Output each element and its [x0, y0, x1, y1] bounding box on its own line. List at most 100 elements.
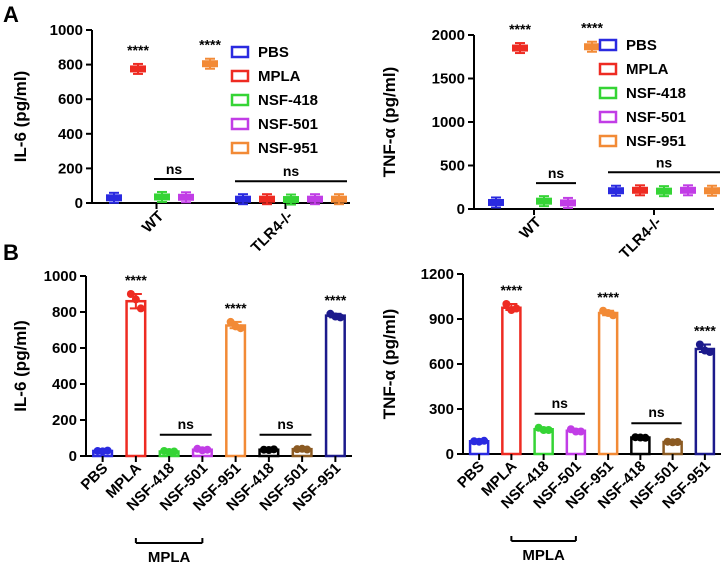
y-tick-label: 600 — [52, 340, 77, 357]
y-tick-label: 600 — [58, 91, 83, 108]
y-tick-label: 400 — [52, 376, 77, 393]
significance-stars: **** — [694, 323, 716, 339]
data-point — [203, 445, 212, 454]
data-point-pbs — [106, 194, 122, 202]
significance-stars: **** — [581, 20, 603, 36]
data-point-mpla — [259, 195, 275, 203]
y-axis-label: TNF-α (pg/ml) — [380, 309, 399, 420]
significance-stars: **** — [225, 300, 247, 316]
data-point-pbs — [488, 198, 504, 206]
data-point — [705, 348, 714, 356]
data-point — [673, 438, 682, 446]
data-point — [103, 446, 112, 455]
data-point — [170, 447, 179, 456]
data-point-pbs — [235, 195, 251, 203]
data-point — [131, 295, 140, 304]
significance-stars: **** — [125, 272, 147, 288]
y-axis-label: TNF-α (pg/ml) — [380, 67, 399, 178]
chart-a1-il6-wt-tlr4: 0 200 400 600 800 1000 IL-6 (pg/ml) WT TLR4-/- **… — [11, 22, 350, 256]
legend-swatch — [230, 141, 250, 155]
y-tick-label: 1200 — [421, 266, 454, 283]
y-tick-label: 300 — [429, 401, 454, 418]
data-point — [236, 324, 245, 333]
data-point — [269, 445, 278, 454]
significance-ns: ns — [178, 416, 195, 432]
data-point — [576, 427, 585, 436]
legend-swatch — [230, 69, 250, 83]
y-tick-label: 800 — [58, 57, 83, 74]
legend-label: PBS — [258, 44, 289, 61]
legend-label: NSF-418 — [258, 92, 318, 109]
significance-stars: **** — [324, 292, 346, 308]
panel-b-label: B — [3, 240, 19, 265]
y-tick-label: 1500 — [432, 71, 465, 88]
data-point — [126, 290, 135, 298]
x-category-label: WT — [516, 214, 545, 243]
legend-label: NSF-501 — [626, 109, 686, 126]
x-category-label: TLR4-/- — [616, 214, 665, 263]
significance-ns: ns — [166, 161, 183, 177]
legend-label: NSF-951 — [626, 133, 686, 150]
data-point — [641, 433, 650, 442]
y-tick-label: 0 — [69, 448, 77, 465]
y-tick-label: 500 — [440, 158, 465, 175]
significance-stars: **** — [597, 289, 619, 305]
y-tick-label: 0 — [446, 446, 454, 463]
data-point-mpla — [512, 44, 528, 52]
chart-a2-tnf-wt-tlr4: 0 500 1000 1500 2000 TNF-α (pg/ml) WT TLR4-/- **… — [380, 20, 720, 263]
legend-swatch — [598, 62, 618, 76]
panel-a-label: A — [3, 2, 19, 27]
y-tick-label: 1000 — [432, 114, 465, 131]
bar — [597, 311, 619, 456]
data-point-nsf-951 — [331, 195, 347, 203]
y-tick-label: 1000 — [44, 268, 77, 285]
y-tick-label: 0 — [75, 195, 83, 212]
y-tick-label: 200 — [58, 160, 83, 177]
y-tick-label: 2000 — [432, 27, 465, 44]
bar — [125, 299, 147, 458]
significance-ns: ns — [656, 154, 673, 170]
y-axis-label: IL-6 (pg/ml) — [11, 320, 30, 412]
data-point — [544, 426, 553, 434]
data-point-mpla — [632, 186, 648, 194]
data-point — [336, 313, 345, 322]
x-category-label: TLR4-/- — [248, 208, 297, 257]
bar — [225, 324, 247, 458]
data-point-nsf-951 — [704, 187, 720, 195]
data-point — [303, 445, 312, 454]
mpla-bracket-label: MPLA — [148, 549, 191, 566]
data-point-nsf-418 — [154, 193, 170, 201]
legend-label: NSF-418 — [626, 85, 686, 102]
legend-swatch — [598, 134, 618, 148]
data-point-pbs — [608, 187, 624, 195]
y-tick-label: 200 — [52, 412, 77, 429]
data-point-nsf-501 — [178, 193, 194, 201]
data-point — [512, 304, 521, 313]
data-point — [480, 436, 489, 445]
legend-label: PBS — [626, 37, 657, 54]
mpla-bracket-label: MPLA — [522, 547, 565, 564]
data-point-nsf-951 — [584, 43, 600, 51]
legend-swatch — [230, 45, 250, 59]
legend-swatch — [598, 38, 618, 52]
y-axis-label: IL-6 (pg/ml) — [11, 71, 30, 163]
legend-swatch — [598, 110, 618, 124]
data-point-nsf-501 — [307, 195, 323, 203]
legend-label: MPLA — [626, 61, 669, 78]
legend-swatch — [230, 93, 250, 107]
bar — [694, 347, 716, 456]
data-point-nsf-951 — [202, 60, 218, 68]
data-point-mpla — [130, 65, 146, 73]
significance-ns: ns — [648, 404, 665, 420]
significance-stars: **** — [509, 21, 531, 37]
y-tick-label: 900 — [429, 311, 454, 328]
data-point-nsf-418 — [283, 196, 299, 204]
data-point — [136, 304, 145, 313]
bar — [501, 306, 522, 456]
y-tick-label: 1000 — [50, 22, 83, 39]
legend-label: NSF-501 — [258, 116, 318, 133]
legend-label: MPLA — [258, 68, 301, 85]
